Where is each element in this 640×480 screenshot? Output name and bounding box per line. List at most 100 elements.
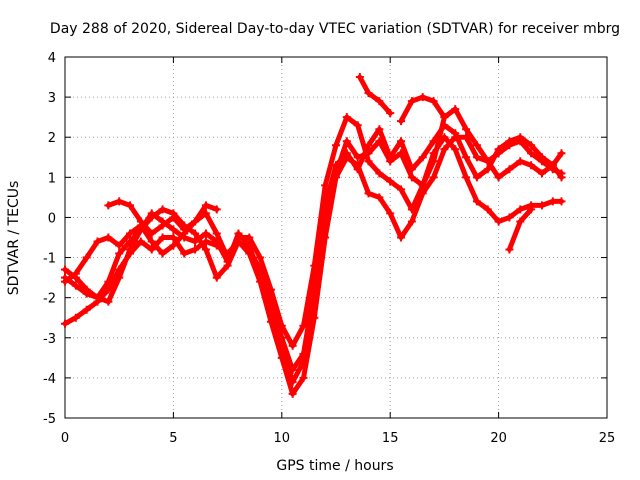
data-point [516, 133, 525, 142]
data-point [277, 321, 286, 330]
data-point [169, 241, 178, 250]
data-point [245, 241, 254, 250]
data-point [104, 297, 113, 306]
data-point [158, 249, 167, 258]
data-point [136, 217, 145, 226]
data-point [364, 157, 373, 166]
data-point [548, 197, 557, 206]
data-point [191, 245, 200, 254]
data-point [82, 253, 91, 262]
data-point [527, 205, 536, 214]
data-point [472, 141, 481, 150]
data-point [136, 237, 145, 246]
data-point [483, 205, 492, 214]
data-point [353, 165, 362, 174]
data-point [505, 213, 514, 222]
axis-ticks: 0 5 10 15 20 25 -5 -4 -3 -2 -1 0 1 2 3 4 [43, 51, 615, 446]
data-point [191, 229, 200, 238]
data-point [126, 201, 135, 210]
data-point [429, 173, 438, 182]
data-point [115, 249, 124, 258]
data-point [472, 153, 481, 162]
data-point [353, 153, 362, 162]
data-point [386, 109, 395, 118]
data-point [158, 205, 167, 214]
data-point [375, 169, 384, 178]
chart-title: Day 288 of 2020, Sidereal Day-to-day VTE… [50, 21, 620, 37]
data-point [527, 149, 536, 158]
x-tick-label: 25 [599, 431, 616, 446]
x-tick-label: 15 [382, 431, 399, 446]
data-point [407, 205, 416, 214]
x-tick-label: 0 [61, 431, 69, 446]
data-point [299, 373, 308, 382]
data-point [342, 113, 351, 122]
data-point [505, 165, 514, 174]
data-series [61, 73, 566, 398]
data-point [266, 285, 275, 294]
data-point [147, 209, 156, 218]
data-point [429, 149, 438, 158]
data-point [364, 89, 373, 98]
data-point [494, 173, 503, 182]
y-tick-label: 1 [48, 171, 56, 186]
data-point [321, 181, 330, 190]
data-point [494, 217, 503, 226]
data-point [418, 181, 427, 190]
data-point [115, 197, 124, 206]
x-tick-label: 5 [169, 431, 177, 446]
data-point [299, 357, 308, 366]
x-tick-label: 10 [274, 431, 291, 446]
data-point [472, 173, 481, 182]
data-point [180, 225, 189, 234]
data-point [557, 149, 566, 158]
data-point [537, 169, 546, 178]
data-point [386, 177, 395, 186]
data-point [288, 341, 297, 350]
data-point [440, 145, 449, 154]
data-point [451, 105, 460, 114]
data-point [494, 145, 503, 154]
data-point [375, 137, 384, 146]
data-point [440, 133, 449, 142]
data-point [462, 153, 471, 162]
y-tick-label: -4 [43, 372, 56, 387]
data-point [527, 161, 536, 170]
y-tick-label: 2 [48, 131, 56, 146]
data-point [397, 117, 406, 126]
data-point [418, 93, 427, 102]
series-trace-7 [397, 93, 449, 126]
data-point [375, 193, 384, 202]
data-point [82, 305, 91, 314]
data-point [180, 233, 189, 242]
data-point [212, 205, 221, 214]
data-point [472, 197, 481, 206]
series-trace-5 [104, 197, 221, 238]
data-point [288, 377, 297, 386]
data-point [169, 225, 178, 234]
y-tick-label: 0 [48, 211, 56, 226]
data-point [266, 305, 275, 314]
data-point [342, 137, 351, 146]
data-point [386, 209, 395, 218]
data-point [201, 245, 210, 254]
data-point [180, 249, 189, 258]
series-line [357, 74, 393, 116]
data-point [451, 129, 460, 138]
data-point [256, 273, 265, 282]
data-point [223, 257, 232, 266]
data-point [462, 125, 471, 134]
data-point [364, 149, 373, 158]
data-point [375, 125, 384, 134]
data-point [169, 233, 178, 242]
data-point [516, 157, 525, 166]
data-point [397, 185, 406, 194]
y-tick-label: 4 [48, 51, 56, 66]
data-point [104, 233, 113, 242]
data-point [332, 141, 340, 150]
data-point [126, 229, 135, 238]
data-point [212, 229, 221, 238]
data-point [104, 201, 113, 210]
data-point [397, 137, 406, 146]
data-point [299, 321, 308, 330]
